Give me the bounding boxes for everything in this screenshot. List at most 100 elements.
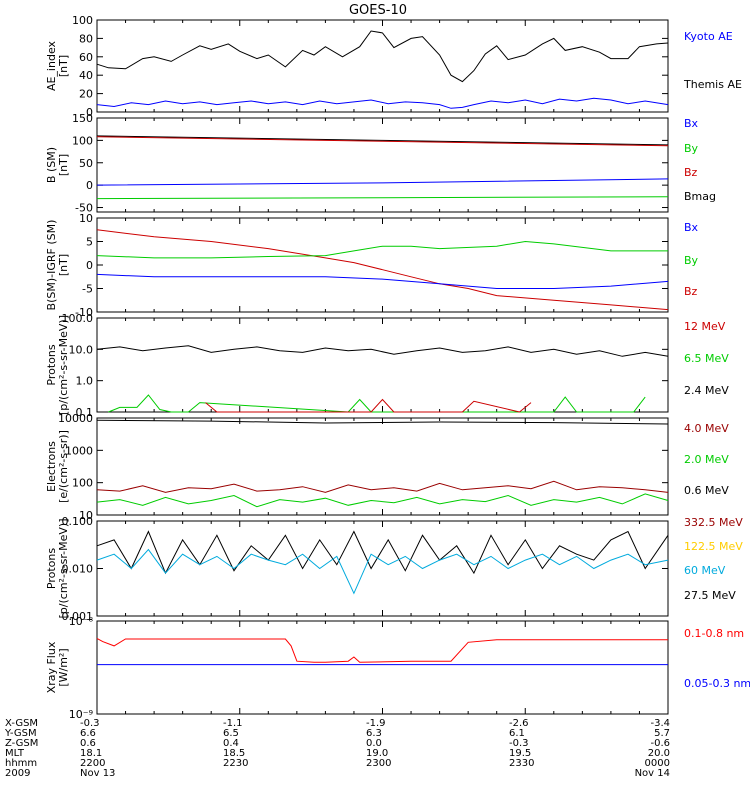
panel-frame xyxy=(96,217,669,313)
y-tick-label: 40 xyxy=(79,69,93,82)
series-line-bz xyxy=(96,229,669,311)
y-tick-label: -50 xyxy=(75,202,93,215)
y-tick-label: 10⁻⁹ xyxy=(69,708,93,721)
y-tick-label: 20 xyxy=(79,88,93,101)
y-axis-label: Electrons xyxy=(45,441,58,492)
y-axis-label: [p/(cm²-s-sr-MeV)] xyxy=(57,315,70,415)
axis-table-cell: -0.6 xyxy=(650,738,670,749)
y-axis-label: [nT] xyxy=(57,254,70,276)
legend-entry: 2.0 MeV xyxy=(684,453,729,466)
legend-entry: Bx xyxy=(684,117,699,130)
legend-entry: Bx xyxy=(684,221,699,234)
axis-table-cell: 6.5 xyxy=(223,728,239,739)
legend-entry: Bmag xyxy=(684,190,716,203)
axis-table-row-label: Z-GSM xyxy=(5,738,38,749)
axis-table-cell: -1.9 xyxy=(366,718,386,729)
series-line-bmag xyxy=(96,135,669,146)
series-line-bx xyxy=(96,178,669,186)
y-tick-label: 100 xyxy=(72,477,93,490)
y-tick-label: 150 xyxy=(72,112,93,125)
series-line-0-6-mev xyxy=(96,419,669,425)
y-axis-label: [nT] xyxy=(57,55,70,77)
axis-table-cell: 18.5 xyxy=(223,748,245,759)
y-axis-label: [p/(cm²-s-sr-MeV)] xyxy=(57,519,70,619)
y-tick-label: 10.0 xyxy=(69,343,94,356)
legend-entry: By xyxy=(684,142,699,155)
legend-entry: Kyoto AE xyxy=(684,30,733,43)
series-line-6-5-mev xyxy=(108,394,646,413)
series-line-2-0-mev xyxy=(96,493,669,508)
panel-frame xyxy=(96,620,669,715)
y-tick-label: 100 xyxy=(72,14,93,27)
y-tick-label: 80 xyxy=(79,32,93,45)
y-tick-label: 60 xyxy=(79,51,93,64)
y-axis-label: B (SM) xyxy=(45,147,58,183)
y-tick-label: 0 xyxy=(86,106,93,119)
y-axis-label: Protons xyxy=(45,548,58,589)
legend-entry: 2.4 MeV xyxy=(684,384,729,397)
axis-table-cell: -2.6 xyxy=(509,718,529,729)
axis-table-cell: -3.4 xyxy=(650,718,670,729)
chart-panel-7: 10⁻⁹ 10⁻⁸ Xray Flux [W/m²] 0.1-0.8 nm 0.05-0.… xyxy=(45,615,750,721)
legend-entry: 6.5 MeV xyxy=(684,352,729,365)
axis-table-cell: 6.6 xyxy=(80,728,96,739)
y-tick-label: -10 xyxy=(75,306,93,319)
chart-panel-3: -10 -5 0 5 10 B(SM)-IGRF (SM) [nT] Bx By Bz xyxy=(45,212,699,319)
axis-table-cell: -0.3 xyxy=(80,718,100,729)
y-tick-label: 10 xyxy=(79,212,93,225)
y-axis-label: [e/(cm²-s-sr)] xyxy=(57,430,70,503)
axis-table-cell: 18.1 xyxy=(80,748,102,759)
axis-table-cell: 5.7 xyxy=(654,728,670,739)
y-tick-label: 0.1 xyxy=(76,406,94,419)
series-line-0-1-0-8-nm xyxy=(96,637,668,663)
y-tick-label: -5 xyxy=(82,283,93,296)
axis-table-cell: -0.3 xyxy=(509,738,529,749)
chart-panel-5: 10 100 1000 10000 Electrons [e/(cm²-s-sr)] 4.0… xyxy=(45,412,729,522)
axis-table-cell: 19.0 xyxy=(366,748,388,759)
axis-table-cell: 2330 xyxy=(509,758,534,769)
series-line-kyoto-ae xyxy=(96,97,669,109)
legend-entry: 0.1-0.8 nm xyxy=(684,627,744,640)
axis-table-cell: 6.3 xyxy=(366,728,382,739)
y-axis-label: AE_index xyxy=(45,40,58,91)
y-tick-label: 0.001 xyxy=(62,610,94,623)
legend-entry: Bz xyxy=(684,285,698,298)
legend-entry: Bz xyxy=(684,166,698,179)
axis-table-cell: 2200 xyxy=(80,758,105,769)
chart-panel-1: 0 20 40 60 80 100 AE_index [nT] Kyoto AE Themis A… xyxy=(45,14,742,119)
panel-frame xyxy=(96,19,669,113)
axis-table-row-label: MLT xyxy=(5,748,25,759)
legend-entry: 122.5 MeV xyxy=(684,540,743,553)
y-tick-label: 10 xyxy=(79,509,93,522)
y-axis-label: B(SM)-IGRF (SM) xyxy=(45,220,58,311)
chart-panel-4: 0.1 1.0 10.0 100.0 Protons [p/(cm²-s-sr-MeV)]… xyxy=(45,312,729,419)
series-line-by xyxy=(96,196,669,200)
y-tick-label: 0.100 xyxy=(62,515,94,528)
y-tick-label: 50 xyxy=(79,157,93,170)
figure-title: GOES-10 xyxy=(349,3,407,18)
y-tick-label: 1.0 xyxy=(76,375,94,388)
panel-frame xyxy=(96,520,669,617)
y-tick-label: 100 xyxy=(72,134,93,147)
legend-entry: 60 MeV xyxy=(684,564,726,577)
legend-entry: By xyxy=(684,254,699,267)
series-line-themis-ae xyxy=(96,30,669,83)
axis-table-cell: Nov 14 xyxy=(635,768,670,779)
series-line-2-4-mev xyxy=(96,345,669,357)
y-tick-label: 0 xyxy=(86,179,93,192)
panel-frame xyxy=(96,317,669,413)
axis-table-cell: 20.0 xyxy=(648,748,670,759)
y-axis-label: [W/m²] xyxy=(57,648,70,686)
axis-table-cell: -1.1 xyxy=(223,718,243,729)
axis-table-cell: 0000 xyxy=(645,758,670,769)
y-axis-label: Protons xyxy=(45,344,58,385)
axis-table: X-GSM -0.3 -1.1 -1.9 -2.6 -3.4 Y-GSM 6.6 6.5 6.3 6… xyxy=(4,718,670,779)
y-tick-label: 10⁻⁸ xyxy=(69,615,94,628)
y-tick-label: 1000 xyxy=(65,444,93,457)
y-tick-label: 5 xyxy=(86,236,93,249)
axis-table-row-label: X-GSM xyxy=(5,718,38,729)
y-tick-label: 0.010 xyxy=(62,563,94,576)
legend-entry: 0.05-0.3 nm xyxy=(684,677,750,690)
